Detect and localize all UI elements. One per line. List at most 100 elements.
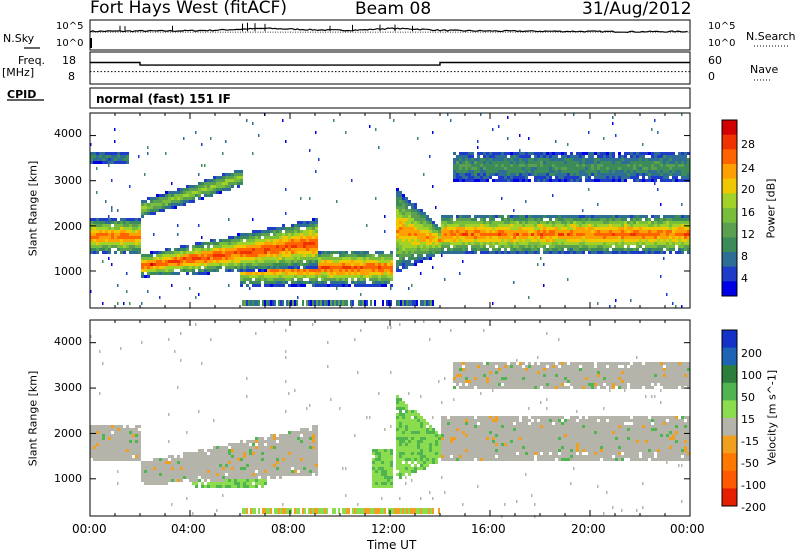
velocity-cell <box>108 434 111 437</box>
power-cell <box>339 284 342 287</box>
power-cell <box>687 227 690 230</box>
power-cell <box>345 263 348 266</box>
power-cell <box>648 233 651 236</box>
power-cell <box>498 236 501 239</box>
power-cell <box>489 215 492 218</box>
velocity-cell <box>219 479 222 482</box>
power-cell <box>576 218 579 221</box>
power-cell <box>594 245 597 248</box>
velocity-cell <box>399 407 402 410</box>
power-cell <box>177 266 180 269</box>
power-cell <box>201 242 204 245</box>
power-cell <box>255 266 258 269</box>
power-cell <box>405 215 408 218</box>
power-cell <box>270 272 273 275</box>
power-cell <box>99 239 102 242</box>
velocity-cell <box>210 485 213 488</box>
power-cell <box>285 140 287 143</box>
power-cell <box>639 218 642 221</box>
velocity-cell <box>270 464 273 467</box>
power-cell <box>462 176 465 179</box>
power-cell <box>522 158 525 161</box>
velocity-cell <box>132 446 135 449</box>
power-cell <box>132 230 135 233</box>
power-cell <box>681 203 683 206</box>
power-cell <box>501 158 504 161</box>
velocity-cell <box>192 476 195 479</box>
power-cell <box>249 236 252 239</box>
power-cell <box>678 236 681 239</box>
power-cell <box>612 158 615 161</box>
power-cell <box>603 227 606 230</box>
velocity-cell <box>300 461 303 464</box>
power-cell <box>402 200 405 203</box>
power-cell <box>195 248 198 251</box>
power-cell <box>165 260 168 263</box>
power-cell <box>588 230 591 233</box>
power-cell <box>162 203 165 206</box>
power-cell <box>657 227 660 230</box>
power-cell <box>564 158 567 161</box>
power-cell <box>201 248 204 251</box>
power-cell <box>273 254 276 257</box>
velocity-cell <box>93 434 96 437</box>
power-cell <box>303 257 306 260</box>
power-cell <box>240 236 243 239</box>
power-cell <box>213 257 216 260</box>
power-cell <box>96 191 98 194</box>
velocity-cell <box>288 461 291 464</box>
power-cell <box>576 179 579 182</box>
velocity-cell <box>288 455 291 458</box>
power-cell <box>111 179 113 182</box>
power-cell <box>360 272 363 275</box>
power-cell <box>201 236 203 239</box>
power-cell <box>669 233 672 236</box>
power-cell <box>396 200 399 203</box>
power-cell <box>156 260 159 263</box>
power-cell <box>291 227 294 230</box>
power-cell <box>171 269 174 272</box>
velocity-cell <box>399 452 402 455</box>
power-cell <box>360 257 363 260</box>
power-cell <box>279 278 282 281</box>
power-cell <box>510 161 513 164</box>
velocity-cell <box>249 455 252 458</box>
power-cell <box>294 242 297 245</box>
power-cell <box>579 224 582 227</box>
velocity-cell <box>138 437 141 440</box>
power-cell <box>204 179 207 182</box>
velocity-cell <box>300 452 303 455</box>
power-cell <box>510 164 513 167</box>
power-cell <box>672 164 675 167</box>
power-cell <box>600 248 603 251</box>
velocity-cell <box>306 449 309 452</box>
power-cell <box>111 218 114 221</box>
power-cell <box>537 158 540 161</box>
power-cell <box>315 227 318 230</box>
power-cell <box>312 257 315 260</box>
power-cell <box>333 266 336 269</box>
power-cell <box>174 197 177 200</box>
power-cell <box>195 131 197 134</box>
power-cell <box>453 179 456 182</box>
velocity-cell <box>246 470 249 473</box>
power-cell <box>669 224 672 227</box>
power-cell <box>345 266 348 269</box>
power-cell <box>291 257 294 260</box>
power-cell <box>519 134 521 137</box>
power-cell <box>408 230 411 233</box>
velocity-cell <box>195 470 198 473</box>
power-cell <box>660 251 663 254</box>
power-cell <box>453 167 456 170</box>
freq-panel <box>90 61 690 73</box>
velocity-cell <box>240 482 243 485</box>
power-cell <box>582 209 584 212</box>
power-cell <box>261 263 264 266</box>
power-cell <box>654 155 657 158</box>
velocity-cell <box>240 485 243 488</box>
velocity-cell <box>99 458 102 461</box>
velocity-cell <box>258 464 261 467</box>
power-cell <box>312 272 315 275</box>
power-cell <box>555 173 558 176</box>
power-cell <box>273 248 276 251</box>
